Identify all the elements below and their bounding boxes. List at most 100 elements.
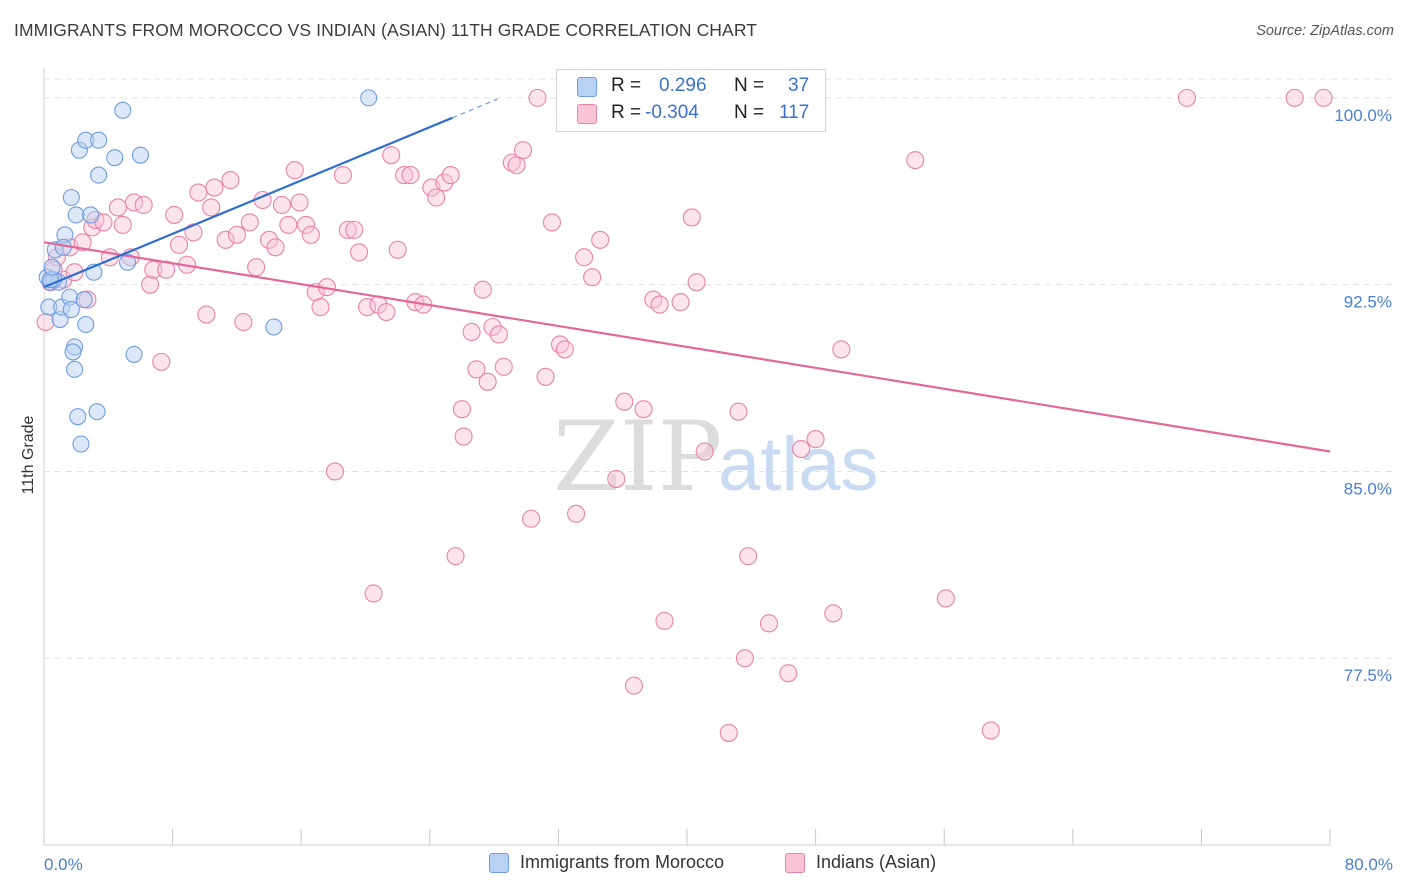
data-point-indians [695, 442, 714, 461]
data-point-indians [513, 141, 533, 160]
data-point-indians [338, 220, 357, 239]
data-point-indians [301, 225, 320, 244]
data-point-indians [655, 611, 674, 630]
data-point-indians [467, 360, 486, 379]
watermark: ZIP atlas [553, 401, 879, 513]
data-point-indians [197, 305, 216, 324]
data-point-indians [325, 462, 345, 481]
watermark-atlas: atlas [718, 422, 879, 507]
data-point-indians [936, 589, 955, 608]
x-tick-label: 80.0% [1345, 855, 1393, 874]
data-point-indians [296, 215, 316, 234]
data-point-indians [141, 275, 160, 294]
data-point-indians [687, 273, 706, 292]
data-point-indians [671, 293, 690, 312]
data-point-indians [624, 676, 644, 695]
data-point-indians [1314, 88, 1333, 107]
data-point-morocco [360, 89, 378, 107]
data-point-morocco [72, 435, 90, 453]
data-point-indians [502, 153, 521, 172]
data-point-indians [108, 198, 127, 217]
data-point-indians [1285, 88, 1304, 107]
data-point-indians [333, 166, 353, 185]
stats-r-value: -0.304 [645, 102, 699, 123]
watermark-zip: ZIP [553, 401, 722, 513]
data-point-indians [634, 400, 653, 419]
gridlines [44, 78, 1392, 659]
data-point-morocco [90, 166, 108, 184]
data-point-indians [779, 664, 798, 683]
data-point-indians [441, 166, 460, 185]
data-point-morocco [62, 188, 80, 207]
data-point-indians [152, 352, 171, 371]
data-point-indians [555, 340, 574, 359]
data-point-indians [759, 614, 779, 633]
trend-line-morocco-extension [452, 98, 498, 119]
data-point-morocco [62, 301, 80, 319]
data-point-indians [205, 178, 224, 197]
trend-lines [43, 98, 1331, 453]
data-point-morocco [131, 146, 149, 164]
stats-r-label: R = [611, 75, 642, 96]
data-point-indians [73, 233, 92, 252]
data-point-morocco [90, 131, 108, 149]
data-point-indians [735, 649, 754, 668]
y-tick-label: 92.5% [1344, 293, 1392, 312]
axes [43, 68, 1331, 846]
stats-n-label: N = [734, 102, 765, 123]
data-point-morocco [82, 206, 100, 224]
data-point-indians [682, 208, 701, 227]
data-point-indians [607, 469, 626, 488]
data-point-indians [591, 230, 610, 249]
y-tick-label: 100.0% [1334, 106, 1392, 125]
stats-n-label: N = [734, 75, 765, 96]
legend-swatch-indians [785, 853, 805, 873]
data-point-indians [216, 230, 235, 249]
data-point-indians [202, 198, 221, 217]
data-point-indians [311, 298, 330, 317]
data-point-indians [494, 357, 513, 376]
data-point-indians [906, 151, 925, 170]
data-point-indians [427, 188, 446, 207]
data-point-indians [615, 392, 634, 411]
data-point-indians [36, 312, 55, 332]
data-point-indians [824, 604, 843, 623]
source-label: Source: ZipAtlas.com [1256, 23, 1394, 39]
data-point-indians [739, 547, 758, 566]
x-tick-label: 0.0% [44, 855, 83, 874]
data-point-indians [575, 248, 594, 267]
stats-n-value: 37 [788, 75, 810, 96]
stats-r-label: R = [611, 102, 642, 123]
legend-label-morocco: Immigrants from Morocco [520, 852, 725, 872]
data-point-indians [234, 312, 253, 332]
data-point-indians [729, 402, 748, 421]
data-point-morocco [77, 315, 95, 334]
data-point-indians [382, 146, 401, 165]
data-point-indians [454, 427, 473, 446]
stats-r-value: 0.296 [659, 75, 707, 96]
data-point-indians [719, 723, 738, 742]
data-point-indians [435, 173, 454, 192]
data-point-indians [473, 280, 492, 299]
trend-line-indians [43, 241, 1331, 453]
data-point-indians [395, 166, 414, 185]
data-point-indians [550, 335, 570, 354]
data-point-morocco [88, 403, 106, 421]
data-point-indians [567, 504, 586, 523]
data-point-indians [583, 268, 602, 287]
data-point-indians [240, 213, 259, 232]
stats-n-value: 117 [779, 102, 810, 123]
data-point-indians [981, 721, 1000, 740]
data-point-indians [832, 340, 851, 359]
stats-swatch-indians [577, 104, 597, 124]
data-point-indians [247, 258, 266, 277]
y-tick-label: 77.5% [1344, 666, 1392, 685]
data-point-morocco [75, 291, 93, 309]
data-point-morocco [265, 318, 283, 336]
series-morocco-points [38, 89, 378, 453]
data-point-morocco [106, 149, 124, 167]
data-point-indians [350, 243, 369, 262]
data-point-indians [364, 584, 383, 603]
data-point-indians [483, 317, 502, 337]
